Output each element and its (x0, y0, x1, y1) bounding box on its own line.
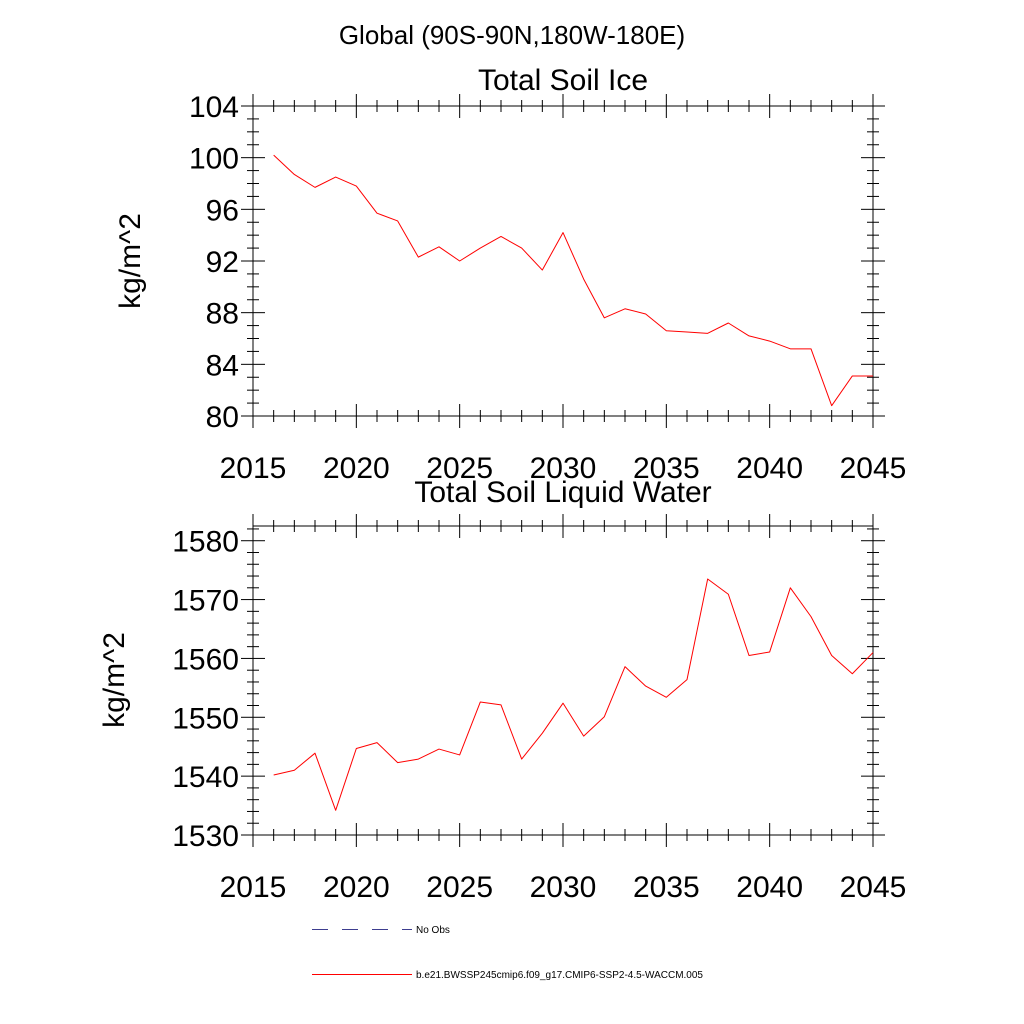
soil-ice-xtick-label-2030: 2030 (530, 452, 597, 485)
soil-liquid-water-xtick-label-2020: 2020 (323, 871, 390, 904)
soil-liquid-water-xtick-label-2040: 2040 (736, 871, 803, 904)
soil-ice-xtick-label-2040: 2040 (736, 452, 803, 485)
soil-ice-ytick-label-104: 104 (189, 91, 239, 124)
soil-liquid-water-ylabel: kg/m^2 (98, 632, 131, 728)
soil-liquid-water-series-line-0 (273, 578, 874, 811)
soil-liquid-water-xtick-label-2035: 2035 (633, 871, 700, 904)
legend-model-label: b.e21.BWSSP245cmip6.f09_g17.CMIP6-SSP2-4… (416, 970, 703, 981)
legend: No Obs b.e21.BWSSP245cmip6.f09_g17.CMIP6… (312, 925, 703, 981)
soil-ice-plot-frame (252, 105, 874, 417)
soil-ice-xtick-label-2045: 2045 (840, 452, 907, 485)
soil-ice-ytick-label-96: 96 (206, 194, 239, 227)
soil-liquid-water-ytick-label-1580: 1580 (172, 526, 239, 559)
soil-liquid-water-ytick-label-1530: 1530 (172, 820, 239, 853)
soil-ice-ytick-label-80: 80 (206, 401, 239, 434)
soil-liquid-water-panel: Total Soil Liquid Water 2015 2020 2025 2030 2… (98, 476, 906, 904)
soil-liquid-water-xtick-label-2015: 2015 (220, 871, 287, 904)
soil-liquid-water-plot-frame (252, 525, 874, 836)
soil-liquid-water-xtick-label-2045: 2045 (840, 871, 907, 904)
soil-ice-ytick-label-92: 92 (206, 246, 239, 279)
soil-ice-xtick-label-2035: 2035 (633, 452, 700, 485)
soil-ice-ytick-label-84: 84 (206, 349, 239, 382)
soil-ice-panel: Total Soil Ice 2015 2020 2025 2030 2035 2040 20… (114, 64, 906, 485)
soil-ice-ylabel: kg/m^2 (114, 213, 147, 309)
soil-liquid-water-ytick-label-1550: 1550 (172, 702, 239, 735)
soil-liquid-water-ytick-label-1570: 1570 (172, 585, 239, 618)
soil-ice-xtick-label-2020: 2020 (323, 452, 390, 485)
soil-ice-series-line-0 (273, 154, 873, 407)
soil-liquid-water-xtick-label-2025: 2025 (426, 871, 493, 904)
soil-liquid-water-ytick-label-1560: 1560 (172, 643, 239, 676)
legend-no-obs-label: No Obs (416, 925, 450, 936)
soil-liquid-water-xtick-label-2030: 2030 (530, 871, 597, 904)
soil-ice-xtick-label-2015: 2015 (220, 452, 287, 485)
soil-ice-title: Total Soil Ice (478, 64, 648, 97)
soil-ice-xtick-label-2025: 2025 (426, 452, 493, 485)
soil-ice-ytick-label-88: 88 (206, 298, 239, 331)
soil-liquid-water-ytick-label-1540: 1540 (172, 761, 239, 794)
soil-liquid-water-title: Total Soil Liquid Water (414, 476, 711, 509)
soil-ice-ytick-label-100: 100 (189, 143, 239, 176)
figure-title: Global (90S-90N,180W-180E) (339, 20, 685, 50)
